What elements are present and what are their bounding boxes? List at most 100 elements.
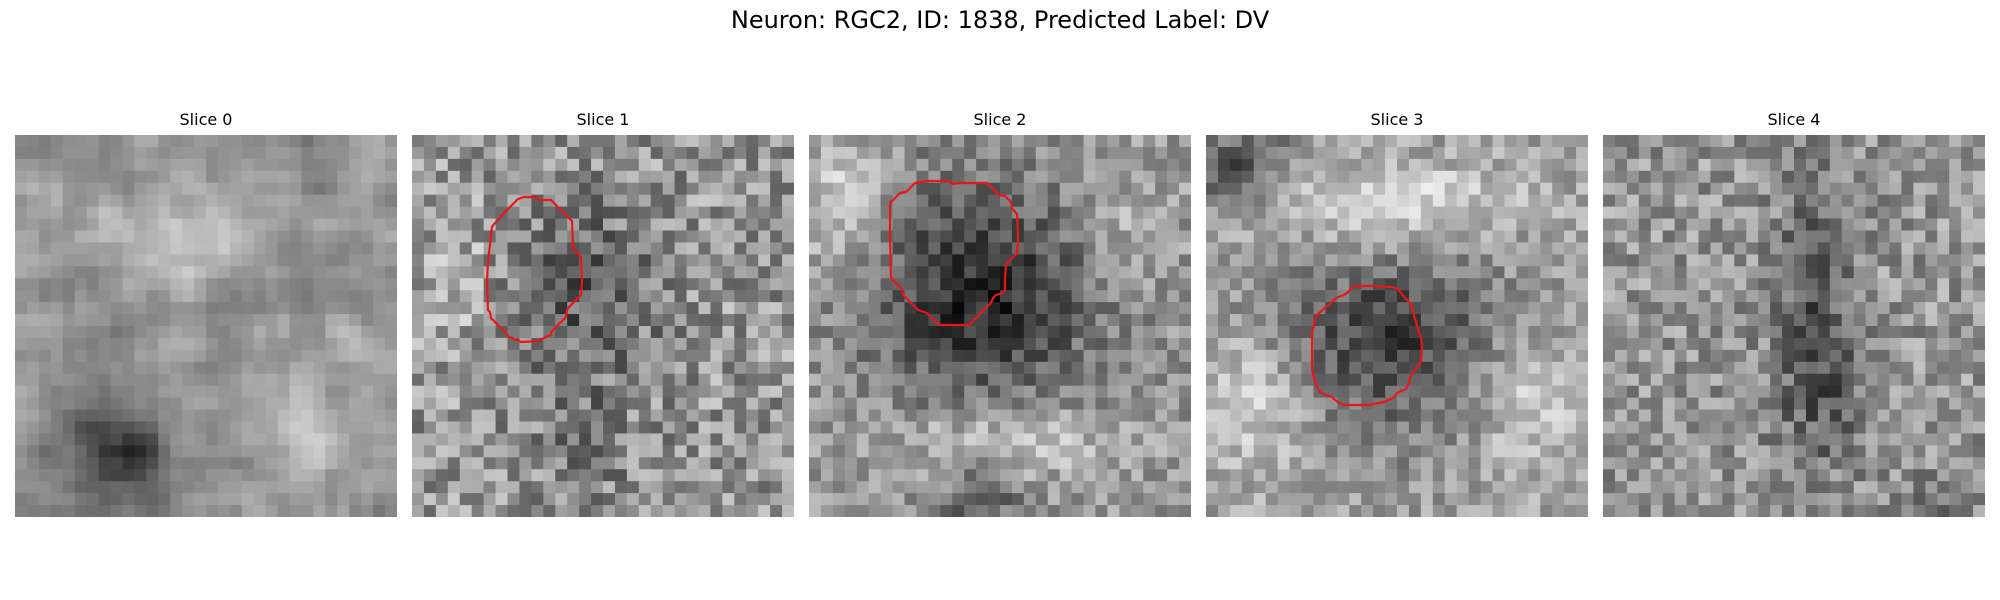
pixel bbox=[880, 457, 894, 470]
pixel bbox=[1805, 337, 1819, 351]
pixel bbox=[1107, 182, 1120, 196]
pixel bbox=[892, 349, 906, 363]
pixel bbox=[1119, 409, 1132, 423]
pixel bbox=[50, 170, 64, 184]
pixel bbox=[62, 349, 76, 363]
pixel bbox=[746, 445, 759, 458]
pixel bbox=[1373, 337, 1386, 351]
pixel bbox=[447, 433, 461, 446]
pixel bbox=[1722, 254, 1735, 267]
pixel bbox=[1397, 218, 1410, 232]
pixel bbox=[170, 373, 183, 387]
pixel bbox=[1385, 206, 1398, 220]
pixel bbox=[1468, 409, 1482, 423]
pixel bbox=[880, 326, 894, 339]
pixel bbox=[674, 314, 688, 327]
pixel bbox=[1325, 493, 1338, 506]
pixel bbox=[746, 421, 759, 435]
pixel bbox=[1722, 445, 1735, 458]
pixel bbox=[313, 158, 326, 172]
pixel bbox=[1782, 409, 1795, 423]
pixel bbox=[626, 445, 640, 458]
pixel bbox=[770, 349, 783, 363]
pixel bbox=[940, 433, 953, 446]
pixel bbox=[1155, 230, 1168, 244]
pixel bbox=[158, 170, 171, 184]
pixel bbox=[1552, 493, 1565, 506]
pixel bbox=[531, 254, 544, 267]
pixel bbox=[1397, 194, 1410, 208]
pixel bbox=[1119, 481, 1132, 494]
pixel bbox=[1131, 385, 1144, 399]
pixel bbox=[1047, 242, 1061, 255]
pixel bbox=[952, 242, 965, 255]
pixel bbox=[1516, 206, 1529, 220]
pixel bbox=[194, 409, 207, 423]
pixel bbox=[1000, 337, 1013, 351]
pixel bbox=[170, 182, 183, 196]
pixel bbox=[1734, 385, 1747, 399]
pixel bbox=[844, 135, 858, 148]
pixel bbox=[98, 182, 112, 196]
pixel bbox=[1408, 170, 1422, 184]
pixel bbox=[423, 409, 437, 423]
pixel bbox=[1265, 337, 1279, 351]
pixel bbox=[1925, 445, 1938, 458]
pixel bbox=[1576, 385, 1588, 399]
pixel bbox=[1143, 170, 1156, 184]
pixel bbox=[349, 254, 362, 267]
pixel bbox=[1794, 182, 1807, 196]
pixel bbox=[952, 397, 965, 411]
pixel bbox=[1710, 230, 1723, 244]
pixel bbox=[1397, 397, 1410, 411]
pixel bbox=[952, 445, 965, 458]
pixel bbox=[988, 194, 1001, 208]
pixel bbox=[1241, 349, 1255, 363]
pixel bbox=[1325, 302, 1338, 315]
pixel bbox=[182, 349, 195, 363]
pixel bbox=[423, 302, 437, 315]
pixel bbox=[1901, 182, 1914, 196]
pixel bbox=[15, 302, 28, 315]
pixel bbox=[412, 469, 425, 482]
pixel bbox=[1373, 242, 1386, 255]
pixel bbox=[447, 349, 461, 363]
pixel bbox=[1841, 194, 1855, 208]
pixel bbox=[1782, 290, 1795, 303]
pixel bbox=[698, 397, 712, 411]
pixel bbox=[579, 385, 592, 399]
pixel bbox=[1119, 242, 1132, 255]
pixel bbox=[614, 302, 628, 315]
pixel bbox=[531, 206, 544, 220]
pixel bbox=[1746, 266, 1759, 279]
pixel bbox=[1698, 433, 1712, 446]
pixel bbox=[928, 373, 941, 387]
pixel bbox=[1143, 445, 1156, 458]
pixel bbox=[1552, 278, 1565, 291]
pixel bbox=[880, 230, 894, 244]
pixel bbox=[543, 361, 556, 375]
pixel bbox=[1889, 337, 1903, 351]
pixel bbox=[74, 397, 88, 411]
pixel bbox=[1805, 314, 1819, 327]
pixel bbox=[1805, 170, 1819, 184]
pixel bbox=[38, 505, 52, 517]
pixel bbox=[1734, 242, 1747, 255]
pixel bbox=[1289, 433, 1303, 446]
pixel bbox=[1722, 397, 1735, 411]
pixel bbox=[349, 278, 362, 291]
pixel bbox=[86, 302, 100, 315]
pixel bbox=[1603, 361, 1616, 375]
pixel bbox=[1265, 433, 1279, 446]
pixel bbox=[1480, 457, 1494, 470]
pixel bbox=[1961, 266, 1974, 279]
pixel bbox=[868, 194, 882, 208]
pixel bbox=[1817, 266, 1831, 279]
pixel bbox=[952, 194, 965, 208]
pixel bbox=[373, 373, 386, 387]
pixel bbox=[832, 349, 846, 363]
pixel bbox=[1937, 278, 1950, 291]
pixel bbox=[976, 337, 989, 351]
pixel bbox=[1603, 385, 1616, 399]
pixel bbox=[758, 254, 771, 267]
